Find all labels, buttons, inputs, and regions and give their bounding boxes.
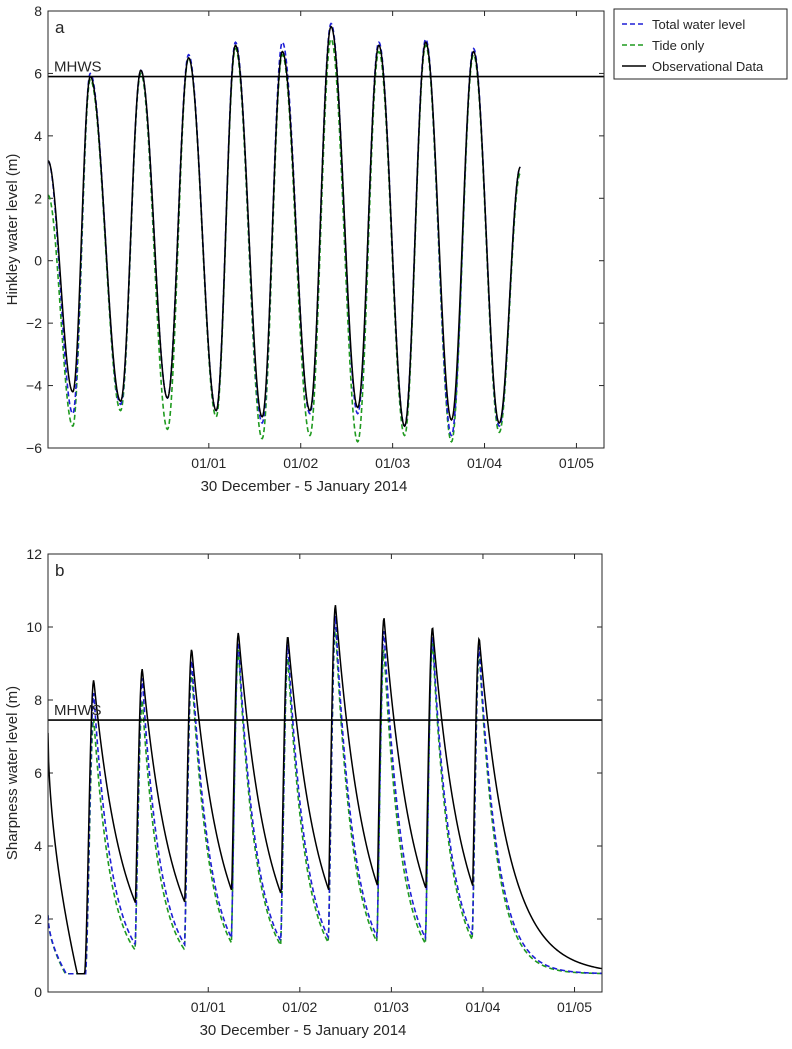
y-axis-label: Sharpness water level (m) <box>4 686 21 860</box>
x-tick-label: 01/04 <box>467 455 502 471</box>
x-axis-label: 30 December - 5 January 2014 <box>201 478 408 495</box>
y-tick-label: 2 <box>34 190 42 206</box>
x-tick-label: 01/01 <box>191 455 226 471</box>
y-tick-label: 0 <box>34 253 42 269</box>
series-group <box>48 22 521 443</box>
y-tick-label: −4 <box>26 378 42 394</box>
y-tick-label: 10 <box>26 619 42 635</box>
y-tick-label: 8 <box>34 692 42 708</box>
x-tick-label: 01/04 <box>465 999 500 1015</box>
x-tick-label: 01/05 <box>559 455 594 471</box>
x-tick-label: 01/03 <box>374 999 409 1015</box>
series-total-water-level <box>48 615 602 975</box>
legend-entry: Observational Data <box>652 59 764 74</box>
y-axis-label: Hinkley water level (m) <box>4 154 21 306</box>
legend: Total water level Tide only Observational … <box>613 8 788 80</box>
panel-a: −6 −4 −2 0 2 4 6 8 01/01 01/02 01/03 01/04 01/05 30 D… <box>4 3 605 495</box>
panel-b: 0 2 4 6 8 10 12 01/01 01/02 01/03 01/04 01/05 30 Dec… <box>4 546 603 1039</box>
x-tick-label: 01/02 <box>283 455 318 471</box>
y-tick-label: 6 <box>34 65 42 81</box>
panel-label: a <box>55 18 65 37</box>
y-tick-label: 8 <box>34 3 42 19</box>
y-tick-label: 6 <box>34 765 42 781</box>
series-observational-data <box>48 605 602 975</box>
mhws-label: MHWS <box>54 59 102 76</box>
y-tick-label: 4 <box>34 838 42 854</box>
plot-frame <box>47 10 605 449</box>
series-tide-only <box>48 37 521 443</box>
plot-frame <box>47 553 603 993</box>
series-group <box>48 605 602 975</box>
y-tick-label: 2 <box>34 911 42 927</box>
y-tick-label: 0 <box>34 984 42 1000</box>
legend-box <box>613 8 788 80</box>
x-tick-label: 01/03 <box>375 455 410 471</box>
x-axis-label: 30 December - 5 January 2014 <box>200 1022 407 1039</box>
mhws-label: MHWS <box>54 702 102 719</box>
series-observational-data <box>48 25 521 428</box>
series-tide-only <box>48 626 602 975</box>
y-tick-label: −2 <box>26 315 42 331</box>
x-tick-label: 01/02 <box>282 999 317 1015</box>
legend-entry: Total water level <box>652 17 745 32</box>
legend-entry: Tide only <box>652 38 705 53</box>
y-tick-label: 4 <box>34 128 42 144</box>
panel-label: b <box>55 561 64 580</box>
x-tick-label: 01/05 <box>557 999 592 1015</box>
y-tick-label: −6 <box>26 440 42 456</box>
series-total-water-level <box>48 22 521 437</box>
x-tick-label: 01/01 <box>191 999 226 1015</box>
y-tick-label: 12 <box>26 546 42 562</box>
